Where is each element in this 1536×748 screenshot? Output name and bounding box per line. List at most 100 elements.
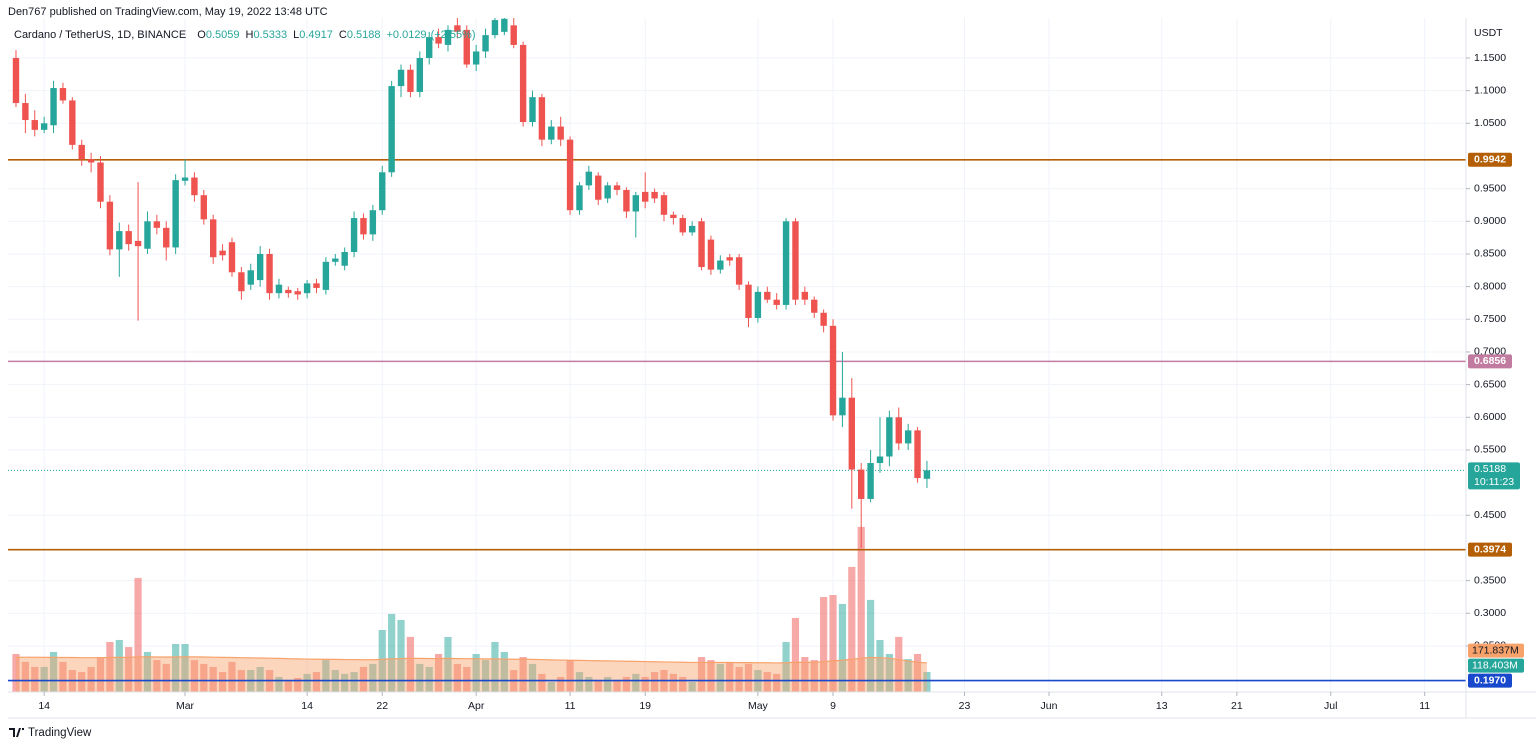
volume-bar xyxy=(106,641,114,692)
candle-body xyxy=(294,291,301,295)
axes: 1.1500 1.1000 1.0500 0.9500 0.9000 0.8500 0.80… xyxy=(38,52,1524,712)
volume-bar xyxy=(434,653,443,692)
candle-body xyxy=(548,126,555,140)
candle-body xyxy=(670,214,677,219)
candle-body xyxy=(454,25,461,32)
y-tick-label: 0.4500 xyxy=(1474,509,1506,521)
change-pct: (+2.55%) xyxy=(431,29,476,41)
volume-bar xyxy=(200,663,208,692)
volume-bar xyxy=(416,663,424,692)
volume-bar xyxy=(876,639,884,692)
volume-bar xyxy=(31,666,39,692)
candle-body xyxy=(238,272,245,292)
volume-label: 118.403M xyxy=(1472,659,1518,671)
candle-body xyxy=(904,430,912,444)
x-tick-label: 23 xyxy=(959,700,971,712)
candle-body xyxy=(416,57,424,92)
volume-bar xyxy=(538,673,546,692)
volume-bar xyxy=(547,682,555,692)
candle-body xyxy=(144,221,151,249)
candle-body xyxy=(31,120,38,130)
volume-bar xyxy=(228,661,236,692)
volume-bar xyxy=(322,660,330,692)
logo xyxy=(9,728,24,737)
currency-label: USDT xyxy=(1474,27,1503,39)
volume-bar xyxy=(172,644,180,692)
ohlc-prefix: L xyxy=(293,29,299,41)
candle-body xyxy=(360,218,367,235)
candle-body xyxy=(369,210,377,235)
x-tick-label: 9 xyxy=(830,700,836,712)
level-label: 0.1970 xyxy=(1474,674,1506,686)
volume-bar xyxy=(275,676,283,692)
ohlc-value: 0.4917 xyxy=(299,29,333,41)
y-tick-label: 0.6000 xyxy=(1474,411,1506,423)
volume-bar xyxy=(641,676,649,692)
y-tick-label: 0.6500 xyxy=(1474,378,1506,390)
candle-body xyxy=(519,44,527,123)
volume-bar xyxy=(425,666,433,692)
volume-bar xyxy=(838,603,847,692)
volume-bar xyxy=(604,676,612,692)
candle-body xyxy=(604,185,611,199)
candle-body xyxy=(613,185,621,190)
volume-bar xyxy=(716,663,724,692)
volume-bar xyxy=(707,660,715,692)
volume-bar xyxy=(96,657,105,692)
volume-bar xyxy=(406,636,415,692)
volume-bar xyxy=(12,653,20,692)
x-tick-label: 21 xyxy=(1231,700,1243,712)
candles xyxy=(12,18,931,548)
candle-body xyxy=(350,218,358,253)
candle-body xyxy=(895,417,902,444)
volume-bar xyxy=(153,660,161,692)
level-label-box xyxy=(1468,673,1512,688)
candle-body xyxy=(163,227,170,248)
volume-bar xyxy=(697,657,706,692)
level-label: 0.3974 xyxy=(1474,543,1506,555)
volume-box xyxy=(1468,658,1524,673)
volume-bar xyxy=(773,673,781,692)
candle-body xyxy=(125,231,132,245)
candle-body xyxy=(726,257,733,261)
candle-body xyxy=(688,225,696,233)
volume-bar xyxy=(190,660,199,692)
y-tick-label: 0.5500 xyxy=(1474,444,1506,456)
candle-body xyxy=(820,312,827,326)
candle-body xyxy=(698,221,705,268)
volume-bar xyxy=(49,651,58,692)
volume-bar xyxy=(294,677,302,692)
candle-body xyxy=(397,69,405,87)
last-price-box xyxy=(1468,462,1520,490)
x-tick-label: Mar xyxy=(176,700,195,712)
volume-bar xyxy=(369,663,377,692)
volume-bar xyxy=(566,660,574,692)
volume-bar xyxy=(350,672,358,692)
candle-body xyxy=(275,284,283,294)
volume-bar xyxy=(650,672,659,692)
volume-ma-label: 171.837M xyxy=(1472,644,1519,656)
ohlc-prefix: H xyxy=(245,29,253,41)
y-tick-label: 1.0500 xyxy=(1474,117,1506,129)
ohlc-prefix: O xyxy=(197,29,206,41)
volume-bar xyxy=(810,660,818,692)
candle-body xyxy=(482,35,489,52)
volume-bar xyxy=(820,597,828,692)
volume-bar xyxy=(519,657,527,692)
volume-bar xyxy=(782,641,790,692)
candle-body xyxy=(266,253,273,294)
volume-bar xyxy=(801,657,809,692)
volume-bar xyxy=(78,672,86,692)
x-tick-label: 14 xyxy=(301,700,313,712)
volume-bar xyxy=(472,653,480,692)
candle-body xyxy=(78,144,85,160)
last-price-label: 0.5188 xyxy=(1474,463,1506,475)
level-label: 0.9942 xyxy=(1474,154,1506,166)
candle-body xyxy=(228,242,236,273)
candle-body xyxy=(426,37,433,58)
candle-body xyxy=(181,177,189,181)
candle-body xyxy=(632,195,640,212)
y-tick-label: 1.1500 xyxy=(1474,52,1506,64)
